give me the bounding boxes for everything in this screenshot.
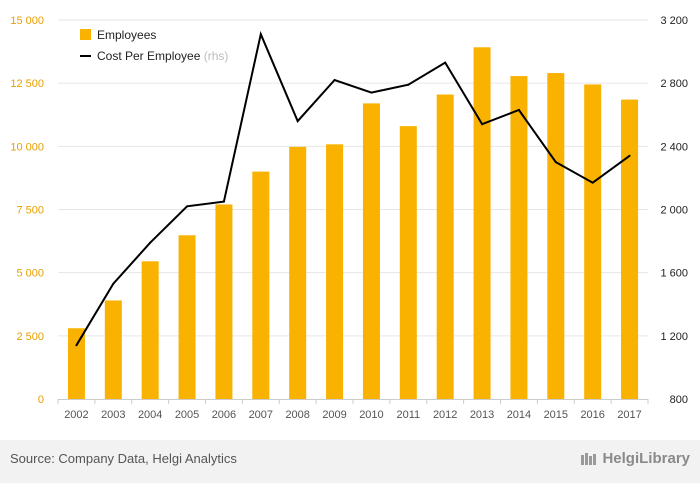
right-axis-tick-label: 3 200 (660, 15, 688, 27)
cost-per-employee-point (296, 120, 299, 123)
right-axis-tick-label: 1 200 (660, 331, 688, 343)
employees-bars (67, 47, 639, 400)
x-axis-tick-label: 2002 (64, 409, 88, 421)
left-axis-tick-label: 0 (38, 394, 44, 406)
x-axis-tick-label: 2003 (101, 409, 125, 421)
employees-bar (584, 84, 602, 400)
left-axis-tick-label: 15 000 (10, 15, 44, 27)
employees-bar (141, 261, 159, 399)
cost-per-employee-point (517, 109, 520, 112)
legend-cost-label: Cost Per Employee (rhs) (97, 49, 228, 63)
cost-per-employee-point (591, 181, 594, 184)
employees-bar (436, 94, 454, 399)
x-axis-tick-label: 2005 (175, 409, 199, 421)
left-axis-tick-label: 10 000 (10, 141, 44, 153)
cost-per-employee-point (112, 282, 115, 285)
employees-bar (473, 47, 491, 400)
cost-per-employee-point (75, 344, 78, 347)
x-axis-tick-label: 2006 (212, 409, 236, 421)
right-axis-tick-label: 800 (670, 394, 688, 406)
footer: Source: Company Data, Helgi Analytics He… (0, 440, 700, 483)
employees-bar (399, 126, 417, 400)
employees-bar (178, 235, 196, 399)
employees-bar (252, 171, 270, 399)
employees-bar (289, 146, 307, 399)
x-axis-tick-label: 2016 (580, 409, 604, 421)
employees-bar (104, 300, 122, 399)
cost-per-employee-point (149, 241, 152, 244)
cost-per-employee-polyline (75, 30, 631, 346)
x-axis-tick-label: 2007 (249, 409, 273, 421)
x-axis-tick-label: 2014 (507, 409, 531, 421)
left-axis-tick-label: 12 500 (10, 78, 44, 90)
chart: 0 800 2 500 1 200 5 000 1 600 7 500 2 000 10 000… (10, 15, 688, 421)
library-icon (581, 452, 597, 465)
employees-bar (362, 103, 380, 399)
x-axis-tick-label: 2017 (617, 409, 641, 421)
legend-employees-swatch (80, 29, 91, 40)
cost-per-employee-point (259, 33, 262, 36)
legend-cost-name: Cost Per Employee (97, 49, 201, 63)
x-axis-tick-label: 2013 (470, 409, 494, 421)
cost-per-employee-point (407, 83, 410, 86)
cost-per-employee-point (444, 61, 447, 64)
x-axis-tick-label: 2009 (322, 409, 346, 421)
x-axis-tick-label: 2010 (359, 409, 383, 421)
cost-per-employee-point (222, 200, 225, 203)
legend-rhs-suffix: (rhs) (204, 49, 229, 63)
source-note: Source: Company Data, Helgi Analytics (10, 451, 237, 466)
x-axis-tick-label: 2012 (433, 409, 457, 421)
x-axis-tick-label: 2015 (544, 409, 568, 421)
brand-logo[interactable]: HelgiLibrary (580, 450, 690, 467)
right-axis-tick-label: 1 600 (660, 268, 688, 280)
employees-bar (326, 144, 344, 399)
axes: 0 800 2 500 1 200 5 000 1 600 7 500 2 000 10 000… (10, 15, 688, 421)
right-axis-tick-label: 2 800 (660, 78, 688, 90)
legend-employees-label: Employees (97, 28, 156, 42)
cost-per-employee-point (186, 205, 189, 208)
employees-bar (547, 73, 565, 399)
left-axis-tick-label: 2 500 (16, 331, 44, 343)
x-axis-tick-label: 2008 (285, 409, 309, 421)
employees-bar (621, 99, 639, 399)
cost-per-employee-line (75, 30, 631, 347)
left-axis-tick-label: 7 500 (16, 205, 44, 217)
employees-bar (510, 76, 528, 399)
cost-per-employee-point (554, 161, 557, 164)
employees-bar (67, 328, 85, 399)
x-axis-tick-label: 2011 (396, 409, 420, 421)
cost-per-employee-point (481, 123, 484, 126)
brand-name: HelgiLibrary (602, 450, 690, 467)
x-axis-tick-label: 2004 (138, 409, 162, 421)
cost-per-employee-point (333, 79, 336, 82)
employees-bar (215, 204, 233, 399)
cost-per-employee-point (370, 91, 373, 94)
left-axis-tick-label: 5 000 (16, 268, 44, 280)
right-axis-tick-label: 2 000 (660, 205, 688, 217)
right-axis-tick-label: 2 400 (660, 141, 688, 153)
legend: Employees Cost Per Employee (rhs) (80, 28, 228, 63)
cost-per-employee-point (628, 154, 631, 157)
